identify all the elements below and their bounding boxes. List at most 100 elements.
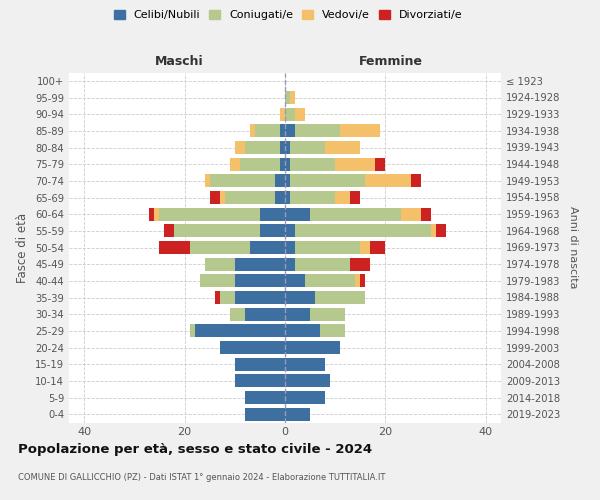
- Bar: [410, 174, 421, 188]
- Bar: [275, 191, 285, 204]
- Bar: [350, 191, 361, 204]
- Bar: [305, 274, 355, 287]
- Legend: Celibi/Nubili, Coniugati/e, Vedovi/e, Divorziati/e: Celibi/Nubili, Coniugati/e, Vedovi/e, Di…: [109, 6, 467, 25]
- Bar: [295, 108, 305, 120]
- Bar: [164, 224, 175, 237]
- Bar: [250, 124, 255, 138]
- Bar: [285, 91, 290, 104]
- Bar: [310, 308, 345, 320]
- Bar: [421, 208, 431, 220]
- Bar: [436, 224, 446, 237]
- Bar: [230, 158, 240, 170]
- Bar: [295, 224, 431, 237]
- Bar: [285, 341, 340, 354]
- Bar: [361, 241, 370, 254]
- Bar: [225, 191, 275, 204]
- Bar: [285, 158, 290, 170]
- Bar: [154, 208, 160, 220]
- Bar: [175, 224, 260, 237]
- Bar: [235, 274, 285, 287]
- Bar: [290, 174, 365, 188]
- Bar: [310, 208, 401, 220]
- Bar: [285, 324, 320, 338]
- Bar: [280, 108, 285, 120]
- Bar: [280, 124, 285, 138]
- Bar: [335, 158, 376, 170]
- Bar: [220, 291, 235, 304]
- Bar: [245, 141, 280, 154]
- Bar: [295, 124, 340, 138]
- Bar: [260, 224, 285, 237]
- Bar: [215, 291, 220, 304]
- Bar: [235, 141, 245, 154]
- Y-axis label: Fasce di età: Fasce di età: [16, 212, 29, 282]
- Text: COMUNE DI GALLICCHIO (PZ) - Dati ISTAT 1° gennaio 2024 - Elaborazione TUTTITALIA: COMUNE DI GALLICCHIO (PZ) - Dati ISTAT 1…: [18, 472, 385, 482]
- Bar: [285, 274, 305, 287]
- Bar: [285, 391, 325, 404]
- Bar: [220, 341, 285, 354]
- Bar: [285, 408, 310, 420]
- Bar: [245, 391, 285, 404]
- Bar: [285, 308, 310, 320]
- Bar: [280, 158, 285, 170]
- Bar: [235, 258, 285, 270]
- Bar: [335, 191, 350, 204]
- Bar: [280, 141, 285, 154]
- Bar: [401, 208, 421, 220]
- Bar: [190, 324, 194, 338]
- Bar: [194, 324, 285, 338]
- Bar: [376, 158, 385, 170]
- Bar: [205, 174, 209, 188]
- Bar: [255, 124, 280, 138]
- Bar: [149, 208, 154, 220]
- Bar: [290, 158, 335, 170]
- Text: Maschi: Maschi: [155, 54, 204, 68]
- Bar: [205, 258, 235, 270]
- Bar: [325, 141, 361, 154]
- Bar: [285, 208, 310, 220]
- Bar: [365, 174, 410, 188]
- Bar: [209, 174, 275, 188]
- Bar: [230, 308, 245, 320]
- Bar: [240, 158, 280, 170]
- Bar: [160, 241, 190, 254]
- Bar: [285, 358, 325, 370]
- Bar: [250, 241, 285, 254]
- Bar: [235, 291, 285, 304]
- Bar: [190, 241, 250, 254]
- Bar: [315, 291, 365, 304]
- Bar: [285, 374, 330, 388]
- Bar: [370, 241, 385, 254]
- Text: Popolazione per età, sesso e stato civile - 2024: Popolazione per età, sesso e stato civil…: [18, 442, 372, 456]
- Bar: [160, 208, 260, 220]
- Bar: [285, 174, 290, 188]
- Bar: [260, 208, 285, 220]
- Bar: [320, 324, 345, 338]
- Bar: [340, 124, 380, 138]
- Bar: [285, 291, 315, 304]
- Bar: [285, 224, 295, 237]
- Bar: [290, 141, 325, 154]
- Bar: [285, 108, 295, 120]
- Bar: [350, 258, 370, 270]
- Text: Femmine: Femmine: [358, 54, 422, 68]
- Bar: [235, 374, 285, 388]
- Bar: [209, 191, 220, 204]
- Bar: [290, 191, 335, 204]
- Bar: [431, 224, 436, 237]
- Bar: [355, 274, 361, 287]
- Bar: [295, 258, 350, 270]
- Bar: [361, 274, 365, 287]
- Bar: [200, 274, 235, 287]
- Bar: [295, 241, 361, 254]
- Bar: [285, 141, 290, 154]
- Bar: [285, 124, 295, 138]
- Y-axis label: Anni di nascita: Anni di nascita: [568, 206, 578, 288]
- Bar: [220, 191, 225, 204]
- Bar: [290, 91, 295, 104]
- Bar: [275, 174, 285, 188]
- Bar: [245, 308, 285, 320]
- Bar: [245, 408, 285, 420]
- Bar: [285, 191, 290, 204]
- Bar: [285, 258, 295, 270]
